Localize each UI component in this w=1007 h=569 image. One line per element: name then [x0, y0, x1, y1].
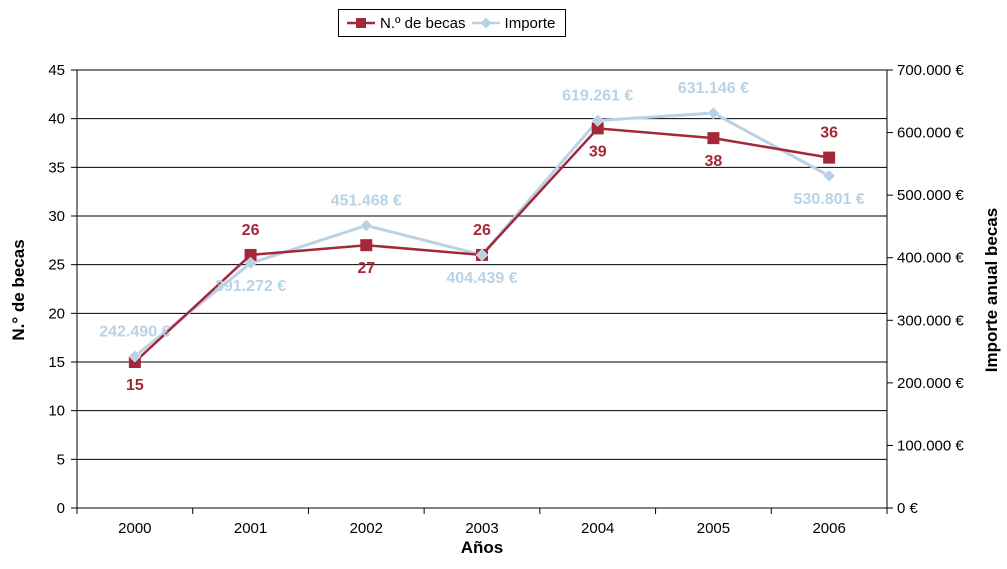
- y-tick-label-left: 15: [48, 354, 65, 371]
- marker-becas: [360, 239, 373, 252]
- data-label-importe: 619.261 €: [562, 88, 633, 105]
- y-tick-label-right: 700.000 €: [897, 62, 964, 79]
- grid-layer: [77, 69, 887, 460]
- series-line-becas: [134, 127, 830, 363]
- x-tick-label: 2002: [350, 520, 383, 537]
- marker-becas: [244, 248, 257, 261]
- y-tick-label-left: 40: [48, 111, 65, 128]
- marker-importe: [128, 349, 142, 363]
- x-tick-label: 2006: [812, 520, 845, 537]
- marker-becas: [823, 151, 836, 164]
- legend-label-becas: N.º de becas: [380, 14, 466, 32]
- y-tick-label-left: 30: [48, 208, 65, 225]
- x-tick-label: 2004: [581, 520, 614, 537]
- legend-label-importe: Importe: [504, 14, 556, 32]
- legend-item-importe: Importe: [471, 14, 556, 32]
- data-label-becas: 26: [242, 222, 260, 239]
- data-label-becas: 27: [357, 260, 375, 277]
- marker-importe: [359, 219, 373, 232]
- y-tick-label-left: 0: [57, 500, 65, 517]
- y-tick-label-left: 5: [57, 451, 65, 468]
- legend-swatch-becas: [347, 18, 375, 28]
- data-labels-layer: 15 26 27 26 39 38 36 242.490 € 391.272 € 451.468 …: [99, 80, 865, 394]
- data-label-becas: 36: [820, 125, 838, 142]
- data-label-becas: 39: [589, 143, 607, 160]
- legend-item-becas: N.º de becas: [347, 15, 466, 32]
- marker-importe: [591, 114, 605, 127]
- y-tick-label-right: 500.000 €: [897, 187, 964, 204]
- data-label-importe: 631.146 €: [678, 80, 749, 97]
- legend-swatch-importe: [471, 17, 500, 29]
- y-tick-label-right: 300.000 €: [897, 312, 964, 329]
- marker-importe: [475, 248, 489, 262]
- data-label-importe: 451.468 €: [331, 193, 402, 210]
- y-tick-label-left: 45: [48, 62, 65, 79]
- marker-becas: [591, 122, 604, 135]
- marker-becas: [707, 132, 720, 145]
- x-axis-title: Años: [461, 538, 504, 557]
- marker-importe: [244, 256, 257, 270]
- chart-legend: N.º de becas Importe: [338, 9, 567, 37]
- series-layer: [128, 106, 836, 368]
- y-tick-label-left: 25: [48, 257, 65, 274]
- y-tick-label-right: 100.000 €: [897, 437, 964, 454]
- x-tick-label: 2005: [697, 520, 730, 537]
- x-tick-label: 2001: [234, 520, 267, 537]
- data-label-importe: 530.801 €: [794, 191, 865, 208]
- y-tick-label-left: 35: [48, 159, 65, 176]
- y-axis-title-left: N.° de becas: [9, 239, 28, 340]
- data-label-importe: 404.439 €: [446, 270, 517, 287]
- data-label-becas: 26: [473, 222, 491, 239]
- x-tick-label: 2000: [118, 520, 151, 537]
- axes-layer: 0 5 10 15 20 25 30 35 40 45 0 € 100.000 € 200.000 € 3…: [48, 62, 964, 537]
- data-label-becas: 38: [705, 153, 723, 170]
- y-tick-label-right: 200.000 €: [897, 375, 964, 392]
- y-tick-label-right: 600.000 €: [897, 125, 964, 142]
- y-tick-label-right: 400.000 €: [897, 250, 964, 267]
- marker-importe: [707, 106, 720, 120]
- data-label-becas: 15: [126, 377, 144, 394]
- y-tick-label-left: 10: [48, 403, 65, 420]
- y-tick-label-right: 0 €: [897, 500, 919, 517]
- x-tick-label: 2003: [465, 520, 498, 537]
- y-axis-title-right: Importe anual becas: [982, 208, 1001, 372]
- data-label-importe: 391.272 €: [215, 278, 286, 295]
- data-label-importe: 242.490 €: [99, 323, 170, 340]
- y-tick-label-left: 20: [48, 305, 65, 322]
- marker-importe: [822, 169, 836, 183]
